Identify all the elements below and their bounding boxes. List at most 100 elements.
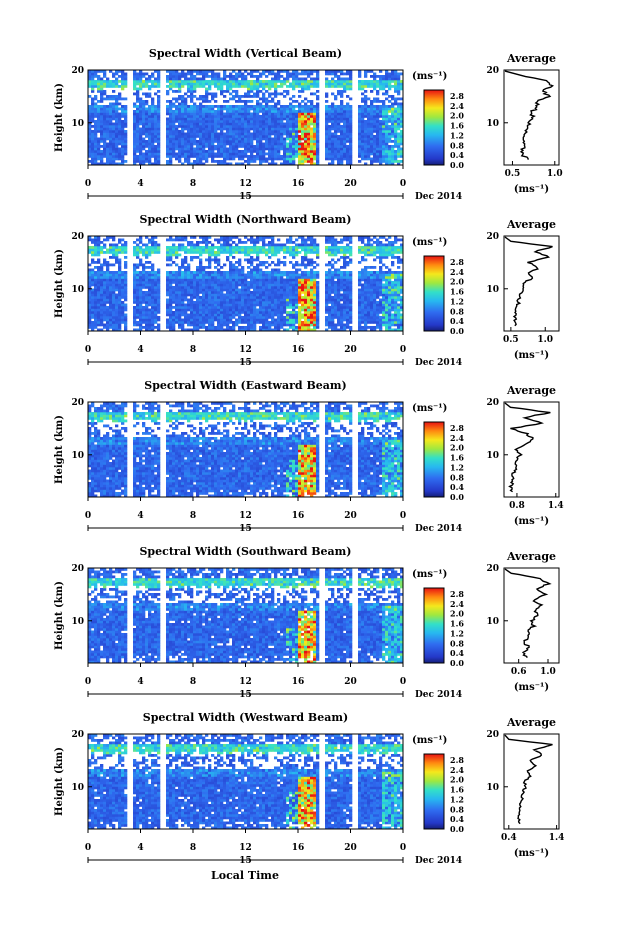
heatmap-cell — [184, 303, 188, 307]
heatmap-cell — [256, 246, 260, 249]
heatmap-cell — [244, 286, 248, 289]
heatmap-cell — [115, 125, 119, 128]
heatmap-cell — [289, 162, 293, 166]
heatmap-cell — [244, 110, 248, 113]
heatmap-cell — [337, 147, 341, 151]
heatmap-cell — [196, 135, 200, 138]
heatmap-cell — [220, 293, 224, 297]
heatmap-cell — [226, 303, 230, 307]
heatmap-cell — [256, 80, 260, 83]
heatmap-cell — [304, 77, 308, 81]
heatmap-cell — [346, 122, 350, 126]
heatmap-cell — [214, 140, 218, 143]
heatmap-cell — [220, 155, 224, 158]
heatmap-cell — [292, 82, 296, 86]
heatmap-cell — [268, 256, 272, 259]
heatmap-cell — [241, 248, 245, 252]
heatmap-cell — [97, 82, 101, 86]
heatmap-cell — [262, 263, 266, 267]
heatmap-cell — [370, 70, 374, 73]
heatmap-cell — [235, 140, 239, 143]
heatmap-cell — [190, 241, 194, 244]
heatmap-cell — [124, 147, 128, 151]
heatmap-cell — [256, 125, 260, 128]
heatmap-cell — [124, 145, 128, 148]
heatmap-cell — [196, 105, 200, 108]
heatmap-cell — [316, 150, 320, 153]
heatmap-cell — [253, 316, 257, 319]
heatmap-cell — [205, 142, 209, 146]
heatmap-cell — [247, 258, 251, 262]
heatmap-cell — [175, 298, 179, 302]
heatmap-cell — [286, 75, 290, 78]
heatmap-cell — [340, 152, 344, 156]
heatmap-cell — [175, 117, 179, 121]
heatmap-cell — [286, 145, 290, 148]
heatmap-cell — [244, 75, 248, 78]
heatmap-cell — [226, 142, 230, 146]
heatmap-cell — [277, 263, 281, 267]
heatmap-cell — [277, 80, 281, 83]
heatmap-cell — [277, 72, 281, 76]
heatmap-cell — [316, 90, 320, 93]
heatmap-cell — [223, 127, 227, 131]
heatmap-cell — [358, 87, 362, 91]
heatmap-cell — [274, 311, 278, 314]
heatmap-cell — [373, 147, 377, 151]
heatmap-cell — [154, 326, 158, 329]
heatmap-cell — [199, 246, 203, 249]
heatmap-cell — [259, 328, 263, 332]
heatmap-cell — [94, 298, 98, 302]
heatmap-cell — [109, 140, 113, 143]
heatmap-cell — [157, 276, 161, 279]
heatmap-cell — [166, 263, 170, 267]
heatmap-cell — [250, 321, 254, 324]
heatmap-cell — [229, 117, 233, 121]
heatmap-cell — [247, 130, 251, 133]
heatmap-cell — [121, 135, 125, 138]
heatmap-cell — [103, 130, 107, 133]
heatmap-cell — [157, 82, 161, 86]
heatmap-cell — [139, 271, 143, 274]
heatmap-cell — [91, 313, 95, 317]
heatmap-cell — [178, 82, 182, 86]
heatmap-cell — [286, 150, 290, 153]
heatmap-cell — [292, 132, 296, 136]
heatmap-cell — [235, 132, 239, 136]
heatmap-cell — [364, 90, 368, 93]
heatmap-cell — [265, 318, 269, 322]
heatmap-cell — [199, 142, 203, 146]
heatmap-cell — [373, 105, 377, 108]
heatmap-cell — [364, 72, 368, 76]
heatmap-cell — [157, 95, 161, 98]
heatmap-cell — [178, 291, 182, 294]
heatmap-cell — [235, 243, 239, 247]
heatmap-cell — [106, 273, 110, 277]
heatmap-cell — [262, 142, 266, 146]
heatmap-cell — [223, 105, 227, 108]
heatmap-cell — [109, 120, 113, 123]
heatmap-cell — [262, 276, 266, 279]
heatmap-cell — [286, 132, 290, 136]
heatmap-cell — [271, 278, 275, 282]
heatmap-cell — [361, 97, 365, 101]
heatmap-cell — [136, 278, 140, 282]
heatmap-cell — [379, 160, 383, 163]
heatmap-cell — [253, 147, 257, 151]
heatmap-cell — [244, 135, 248, 138]
heatmap-cell — [271, 271, 275, 274]
heatmap-cell — [199, 145, 203, 148]
heatmap-frame — [87, 69, 404, 166]
heatmap-cell — [280, 243, 284, 247]
heatmap-cell — [349, 87, 353, 91]
heatmap-cell — [172, 77, 176, 81]
heatmap-cell — [187, 293, 191, 297]
heatmap-cell — [271, 110, 275, 113]
heatmap-cell — [235, 77, 239, 81]
heatmap-cell — [304, 142, 308, 146]
heatmap-cell — [307, 82, 311, 86]
heatmap-cell — [118, 311, 122, 314]
heatmap-cell — [154, 122, 158, 126]
heatmap-cell — [220, 236, 224, 239]
heatmap-cell — [208, 266, 212, 269]
